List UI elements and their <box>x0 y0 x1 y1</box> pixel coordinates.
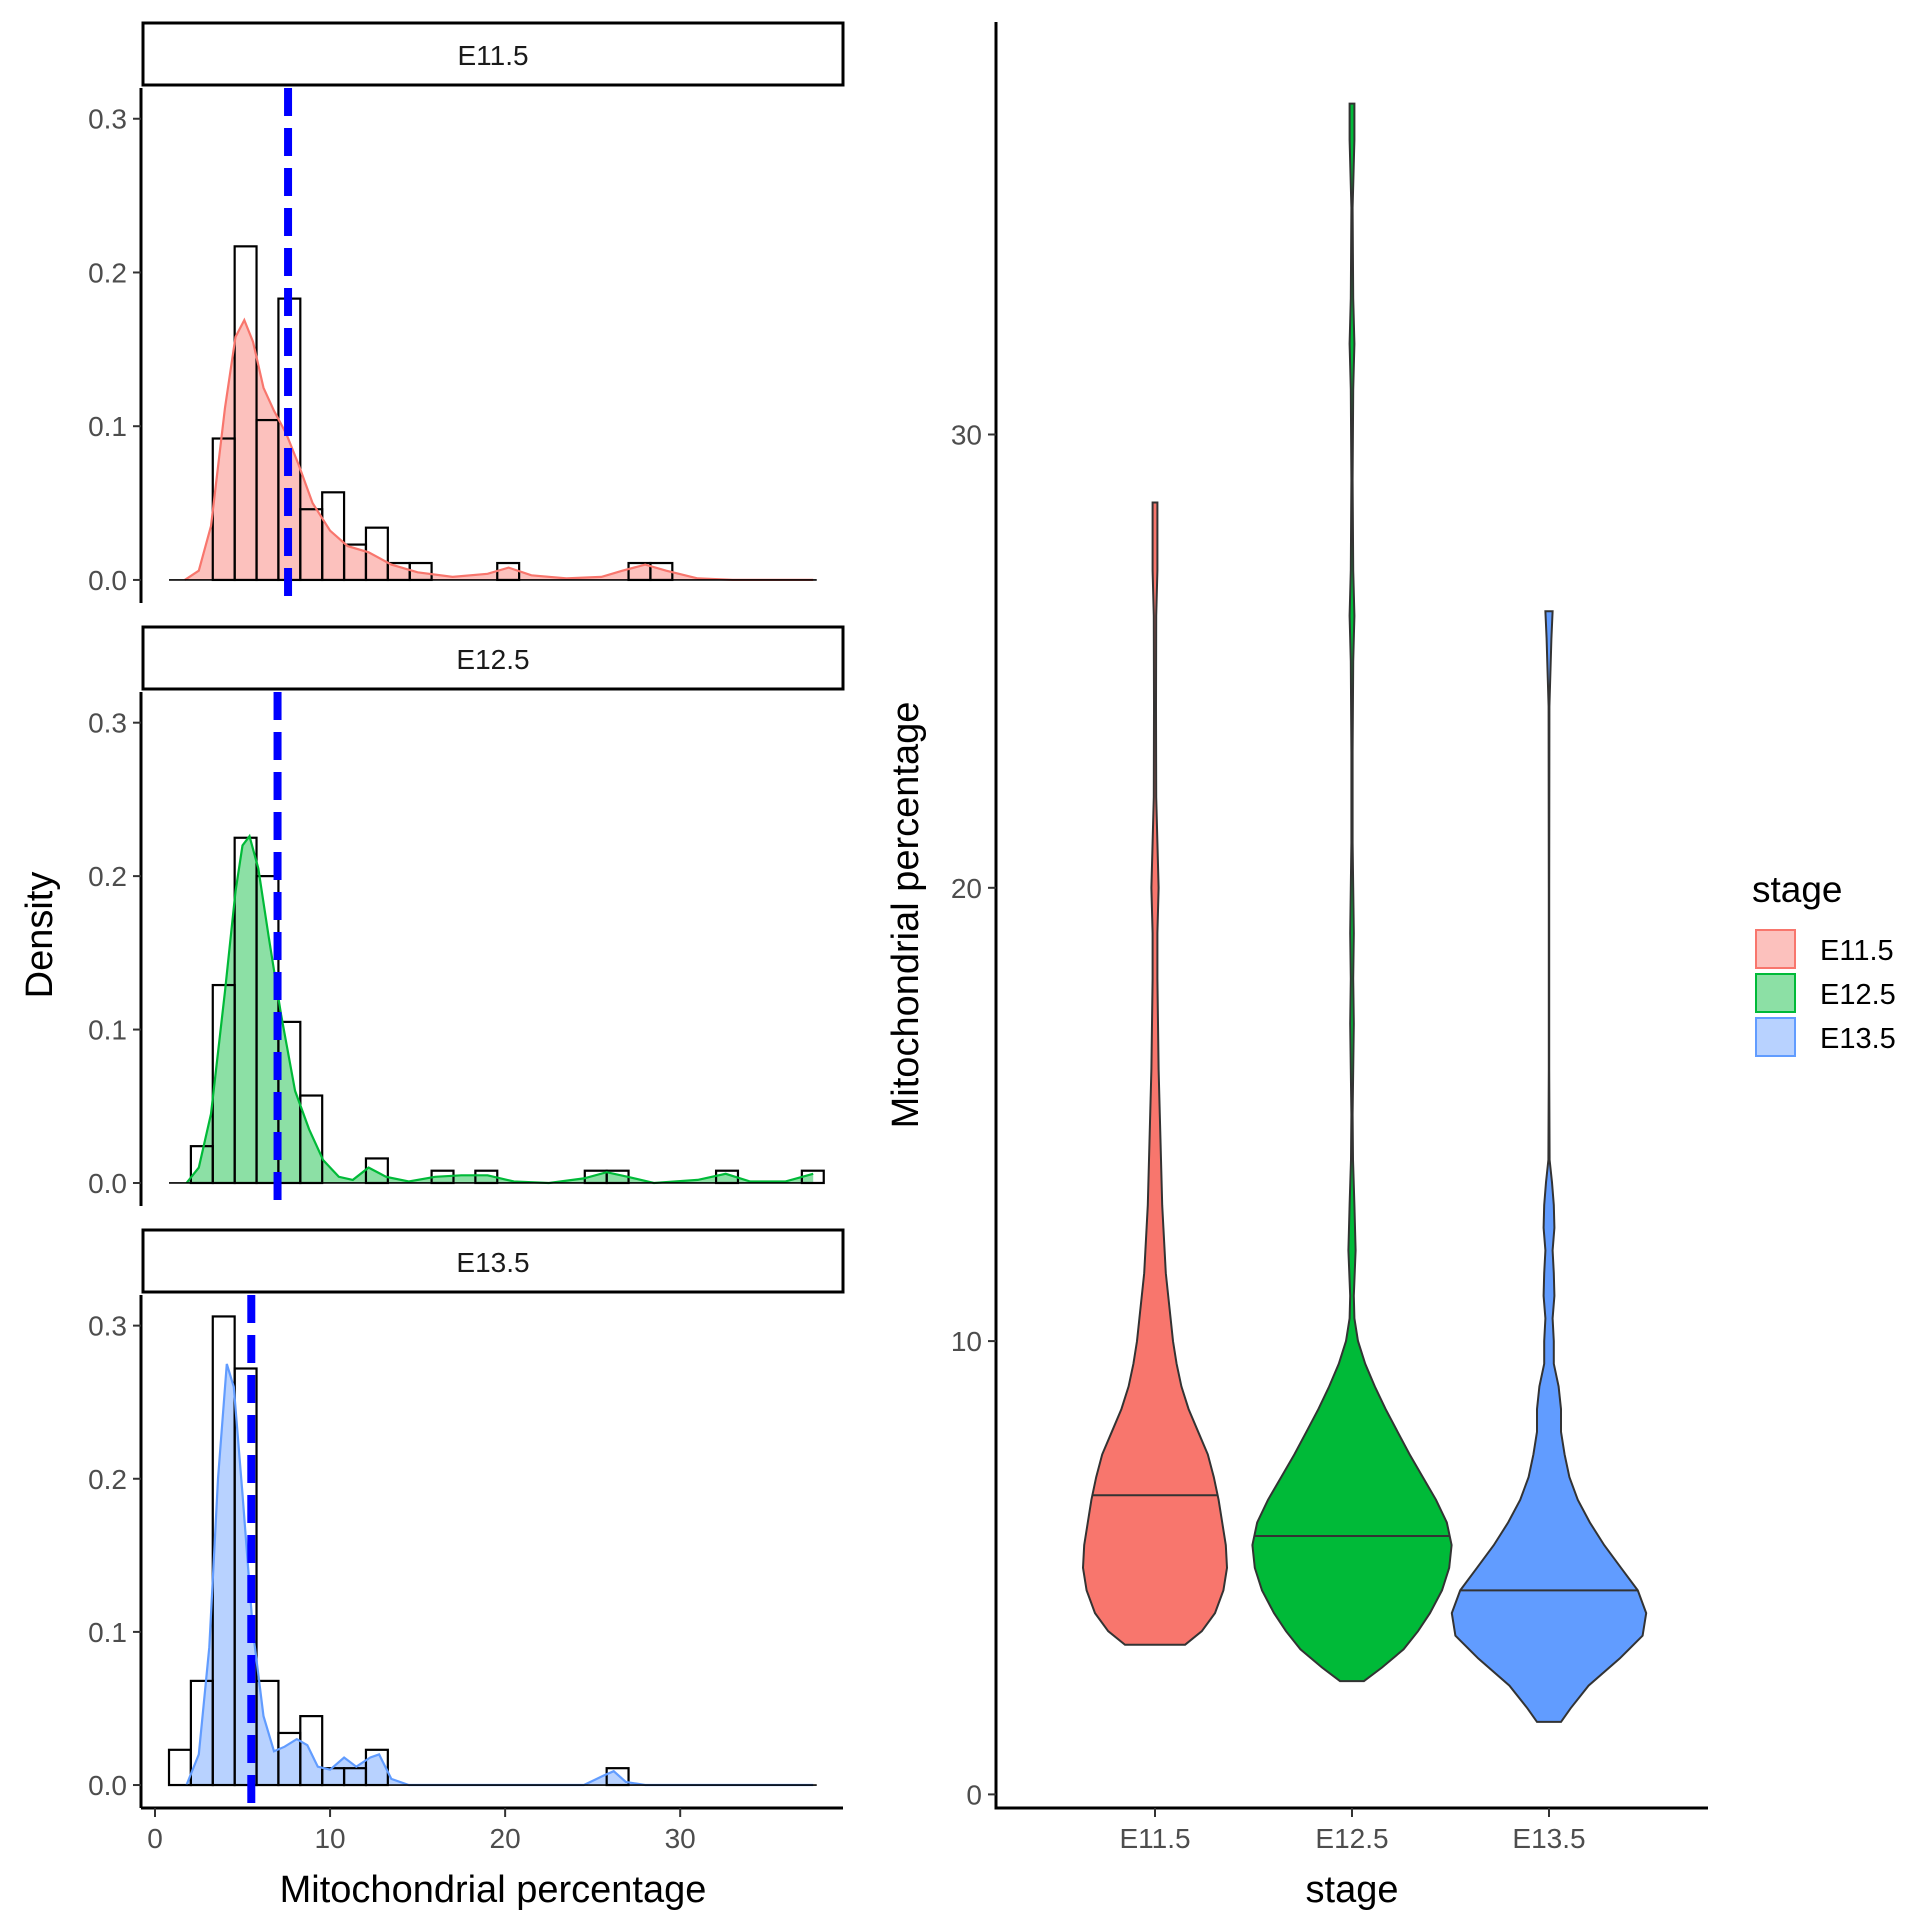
density-curve <box>184 317 814 582</box>
x-tick-label: E13.5 <box>1512 1823 1585 1854</box>
facet-panel-e13-5: E13.5 0.0 0.1 0.2 0.3 <box>88 1228 845 1808</box>
strip-box <box>141 625 845 691</box>
violins <box>1081 102 1648 1723</box>
y-tick-label: 0 <box>966 1779 982 1810</box>
y-tick-label: 30 <box>951 420 982 451</box>
y-tick-label: 0.1 <box>88 1617 127 1648</box>
y-tick-label: 0.0 <box>88 565 127 596</box>
strip-box <box>141 1228 845 1294</box>
legend-item-e11-5: E11.5 <box>1755 929 1894 969</box>
legend-key <box>1755 929 1796 969</box>
density-area <box>184 320 814 580</box>
strip-label: E13.5 <box>456 1247 529 1278</box>
legend-label: E11.5 <box>1820 935 1894 967</box>
x-tick-label: E12.5 <box>1315 1823 1388 1854</box>
legend-label: E13.5 <box>1820 1023 1896 1055</box>
y-tick-label: 0.3 <box>88 708 127 739</box>
density-curve <box>185 833 814 1185</box>
legend-item-e12-5: E12.5 <box>1755 973 1896 1013</box>
strip-label: E12.5 <box>456 644 529 675</box>
x-axis-title: stage <box>1306 1869 1399 1911</box>
histogram-panels: E11.5 0.0 0.1 0.2 0.3 E12.5 0.0 0.1 0.2 0.3 E1… <box>19 21 845 1911</box>
y-tick-label: 0.1 <box>88 411 127 442</box>
facet-panel-e11-5: E11.5 0.0 0.1 0.2 0.3 <box>88 21 845 603</box>
x-axis-ticks: E11.5 E12.5 E13.5 <box>1119 1808 1586 1854</box>
legend-key <box>1755 973 1796 1013</box>
y-axis-title: Density <box>19 872 61 999</box>
density-curve <box>185 1363 814 1787</box>
strip-label: E11.5 <box>457 40 528 71</box>
facet-panel-e12-5: E12.5 0.0 0.1 0.2 0.3 <box>88 625 845 1206</box>
x-tick-label: E11.5 <box>1119 1823 1190 1854</box>
strip-box <box>141 21 845 87</box>
y-tick-label: 0.2 <box>88 257 127 288</box>
x-axis-ticks: 0 10 20 30 <box>147 1808 696 1854</box>
x-tick-label: 10 <box>314 1823 345 1854</box>
y-tick-label: 0.1 <box>88 1015 127 1046</box>
y-tick-label: 0.0 <box>88 1770 127 1801</box>
y-tick-label: 0.3 <box>88 104 127 135</box>
legend-key <box>1755 1017 1796 1057</box>
y-tick-label: 0.0 <box>88 1168 127 1199</box>
density-area <box>186 836 814 1183</box>
y-tick-label: 10 <box>951 1326 982 1357</box>
violin-E13-5 <box>1450 610 1648 1723</box>
y-axis-title: Mitochondrial percentage <box>885 702 927 1129</box>
density-area <box>186 1363 814 1785</box>
violin-E11-5 <box>1081 501 1229 1646</box>
legend-label: E12.5 <box>1820 979 1896 1011</box>
legend-item-e13-5: E13.5 <box>1755 1017 1896 1057</box>
x-tick-label: 0 <box>147 1823 163 1854</box>
violin-panel: 0 10 20 30 E11.5 E12.5 E13.5 stage Mitochondr… <box>885 22 1708 1911</box>
x-axis-title: Mitochondrial percentage <box>280 1869 707 1911</box>
y-tick-label: 0.2 <box>88 861 127 892</box>
x-tick-label: 30 <box>665 1823 696 1854</box>
y-tick-label: 0.2 <box>88 1464 127 1495</box>
x-tick-label: 20 <box>490 1823 521 1854</box>
y-tick-label: 0.3 <box>88 1311 127 1342</box>
legend: stage E11.5 E12.5 E13.5 <box>1752 869 1896 1057</box>
legend-title: stage <box>1752 869 1843 910</box>
y-tick-label: 20 <box>951 873 982 904</box>
violin-E12-5 <box>1251 102 1453 1683</box>
y-axis-ticks: 0 10 20 30 <box>951 420 996 1810</box>
